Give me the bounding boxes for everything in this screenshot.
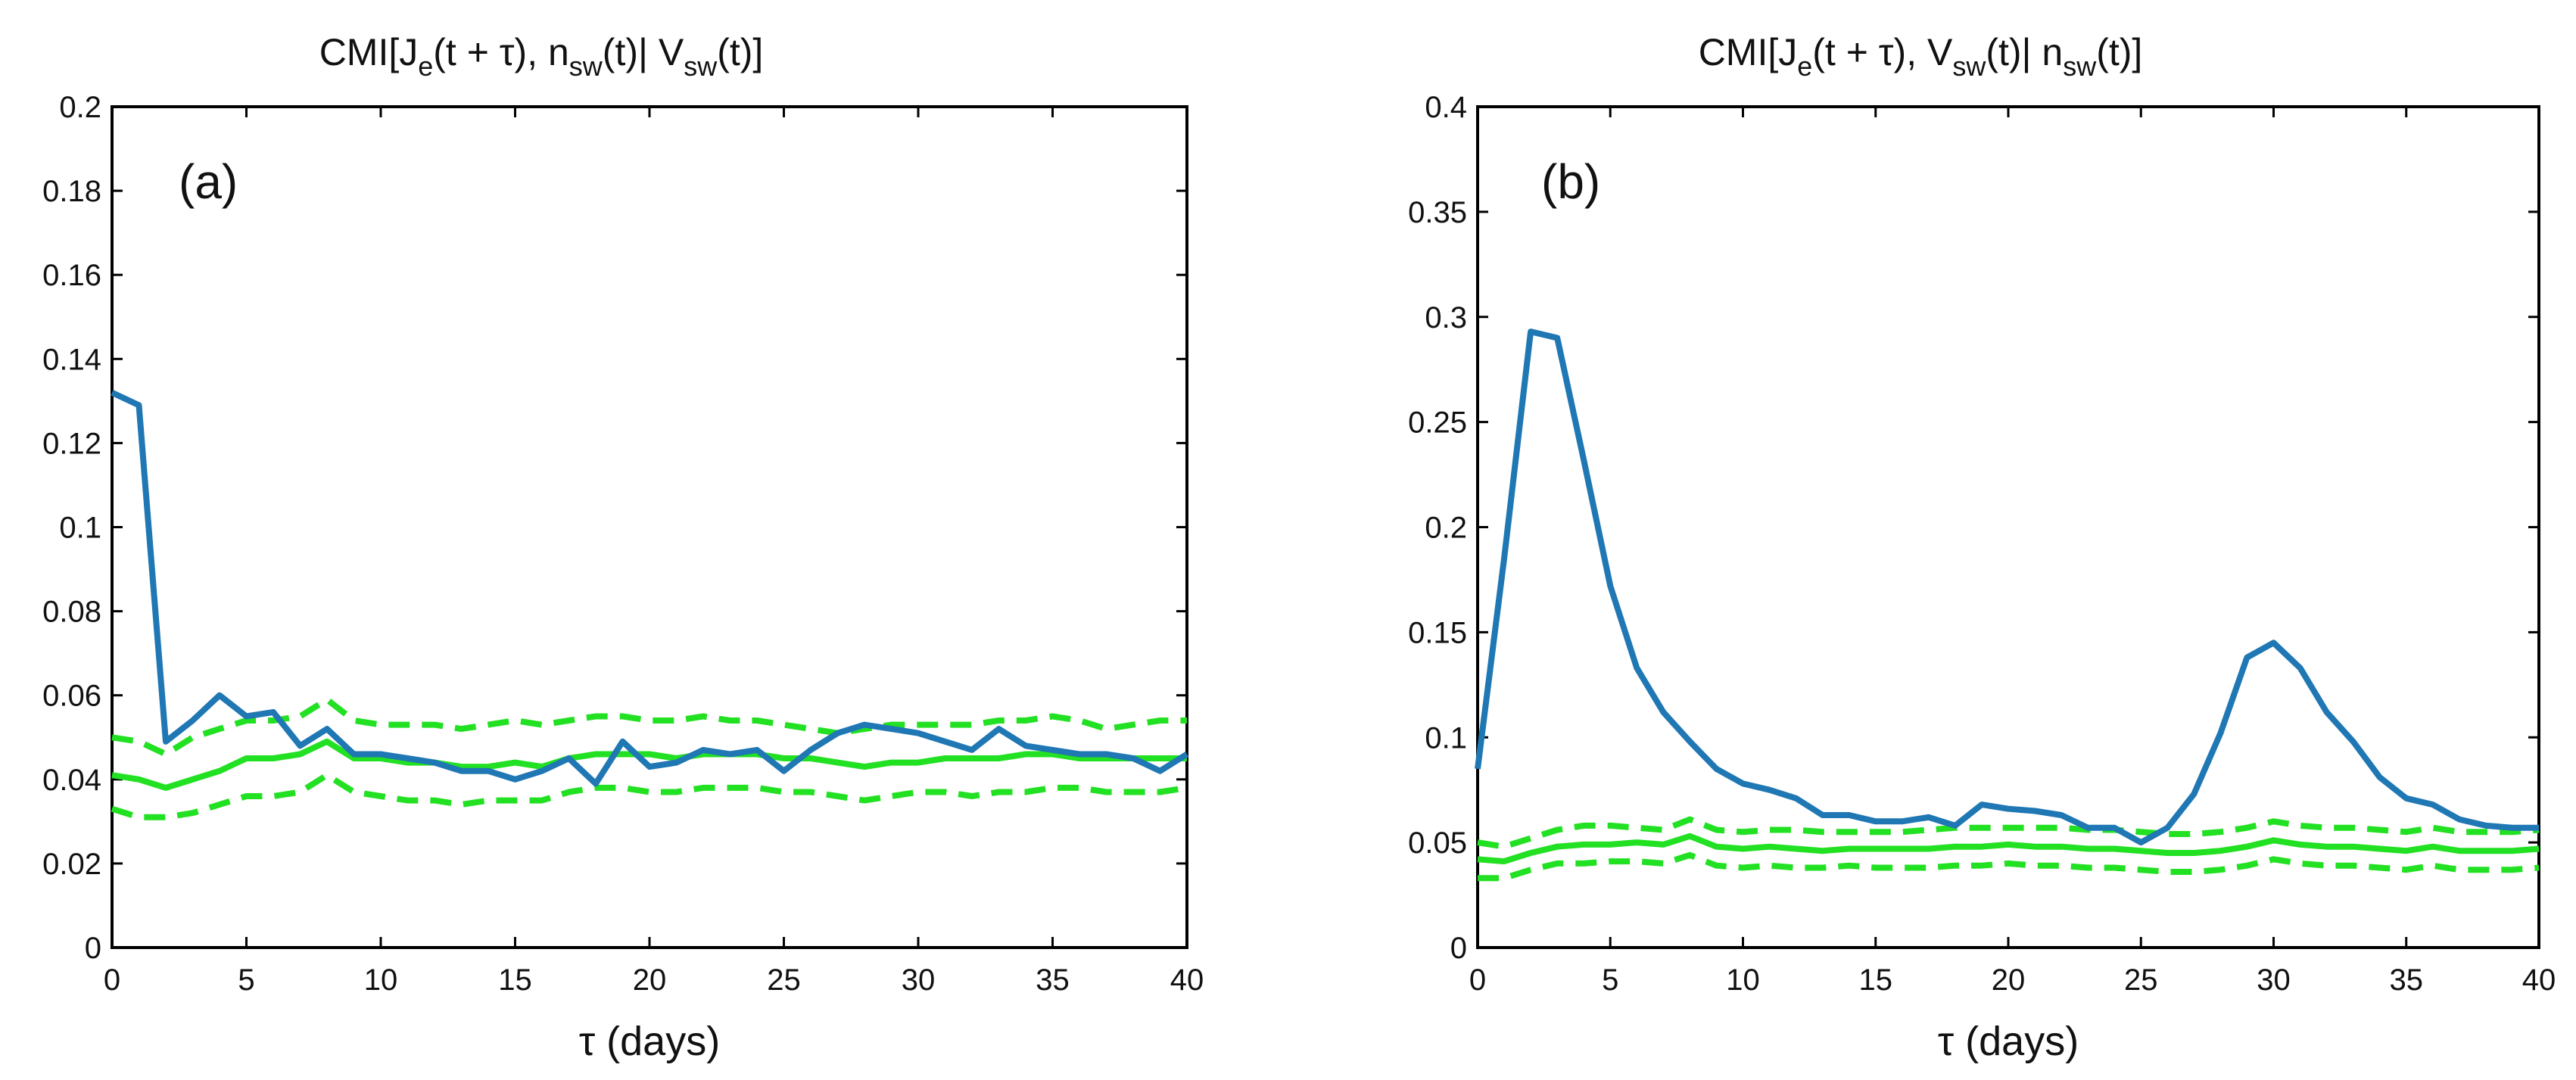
panel-b-ytick-label: 0.3 — [1425, 301, 1467, 335]
panel-a-xtick-label: 25 — [767, 963, 801, 997]
panel-a-ytick-label: 0.18 — [42, 175, 101, 208]
panel-b-surrogate-bound-line — [1477, 816, 2540, 850]
panel-a-xtick-label: 35 — [1036, 963, 1070, 997]
panel-b-xtick-label: 10 — [1726, 963, 1760, 997]
panel-a-plot-area — [111, 105, 1188, 949]
panel-b-xtick-label: 40 — [2522, 963, 2556, 997]
panel-b-plot-area — [1476, 105, 2540, 949]
panel-a-xtick-label: 20 — [633, 963, 667, 997]
panel-a-ytick-label: 0.02 — [42, 848, 101, 881]
panel-a-ytick-label: 0.2 — [59, 91, 101, 124]
panel-a-x-axis-label: τ (days) — [579, 1019, 720, 1064]
panel-a-title: CMI[Je(t + τ), nsw(t)| Vsw(t)] — [319, 31, 764, 82]
panel-b-ytick-label: 0.05 — [1408, 826, 1467, 860]
panel-b-ytick-label: 0.35 — [1408, 196, 1467, 229]
panel-b-x-ticks: 0 5 10 15 20 25 30 35 40 — [1469, 107, 2556, 997]
panel-b-y-ticks: 0 0.05 0.1 0.15 0.2 0.25 0.3 0.35 0.4 — [1408, 91, 2539, 965]
panel-a-y-ticks: 0 0.02 0.04 0.06 0.08 0.1 0.12 0.14 0.16 0.18 0.2 — [42, 91, 1187, 965]
panel-b-xtick-label: 25 — [2124, 963, 2158, 997]
panel-a-ytick-label: 0.04 — [42, 764, 101, 797]
panel-a-x-ticks: 0 5 10 15 20 25 30 35 40 — [104, 107, 1204, 997]
panel-b-surrogate-mean-line — [1477, 833, 2540, 865]
panel-a-label: (a) — [179, 154, 238, 209]
panel-a-ytick-label: 0.06 — [42, 680, 101, 713]
panel-b-xtick-label: 30 — [2257, 963, 2291, 997]
panel-a-xtick-label: 30 — [902, 963, 936, 997]
panel-a-ytick-label: 0.14 — [42, 343, 101, 376]
panel-a-cmi-line — [111, 390, 1189, 787]
panel-b-xtick-label: 35 — [2390, 963, 2424, 997]
panel-a-xtick-label: 5 — [238, 963, 254, 997]
panel-b-ytick-label: 0.2 — [1425, 512, 1467, 545]
panel-a-ytick-label: 0.12 — [42, 427, 101, 460]
panel-b-ytick-label: 0 — [1450, 932, 1467, 965]
panel-b-xtick-label: 15 — [1859, 963, 1893, 997]
panel-a-surrogate-mean-line — [111, 738, 1187, 791]
panel-b-surrogate-bound-line — [1478, 851, 2540, 882]
panel-a-xtick-label: 10 — [364, 963, 398, 997]
panel-b-xtick-label: 20 — [1992, 963, 2026, 997]
panel-b-ytick-label: 0.15 — [1408, 616, 1467, 649]
panel-b-x-axis-label: τ (days) — [1938, 1019, 2079, 1064]
panel-a-series — [111, 390, 1189, 820]
panel-b-ytick-label: 0.4 — [1425, 91, 1467, 124]
panel-a-ytick-label: 0.08 — [42, 596, 101, 629]
panel-a: CMI[Je(t + τ), nsw(t)| Vsw(t)] 0 0.02 0.04… — [42, 31, 1204, 1064]
panel-b-title: CMI[Je(t + τ), Vsw(t)| nsw(t)] — [1699, 31, 2143, 82]
panel-a-ytick-label: 0.16 — [42, 259, 101, 292]
panel-b-label: (b) — [1541, 154, 1600, 209]
panel-b-ytick-label: 0.1 — [1425, 721, 1467, 755]
panel-b-xtick-label: 0 — [1469, 963, 1486, 997]
panel-b-cmi-line — [1475, 328, 2539, 846]
panel-a-surrogate-bound-line — [111, 772, 1188, 820]
panel-a-xtick-label: 15 — [498, 963, 532, 997]
panel-a-ytick-label: 0.1 — [59, 512, 101, 545]
panel-a-xtick-label: 0 — [104, 963, 120, 997]
panel-a-ytick-label: 0 — [85, 932, 101, 965]
panel-b: CMI[Je(t + τ), Vsw(t)| nsw(t)] 00.050.10… — [1408, 31, 2556, 1064]
panel-b-ytick-label: 0.25 — [1408, 406, 1467, 440]
panel-a-xtick-label: 40 — [1170, 963, 1204, 997]
panel-b-xtick-label: 5 — [1602, 963, 1618, 997]
panel-b-series — [1475, 328, 2540, 882]
